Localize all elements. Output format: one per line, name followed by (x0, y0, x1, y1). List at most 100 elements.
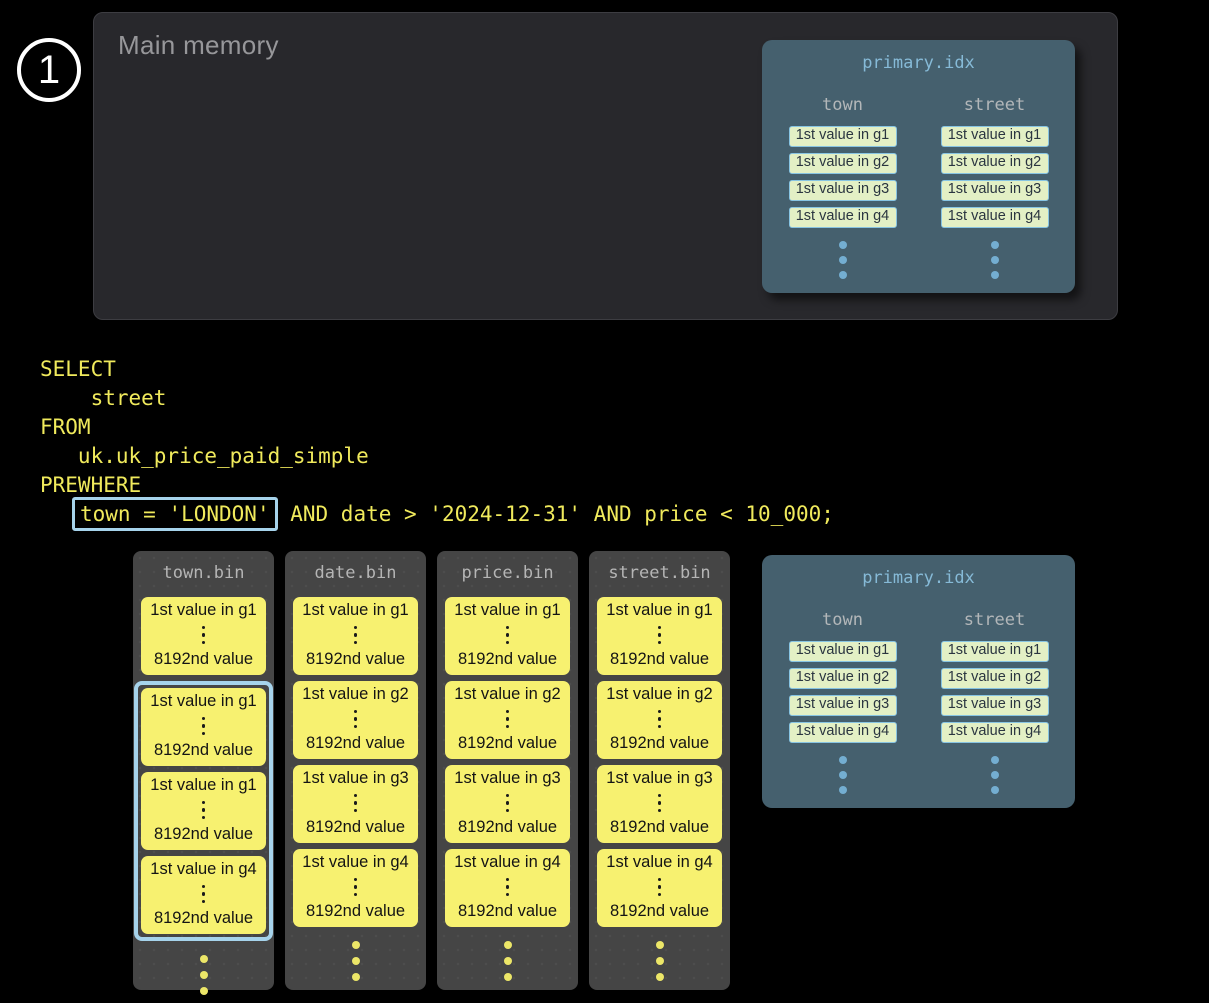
vertical-ellipsis-icon (657, 877, 662, 897)
vertical-ellipsis-icon (505, 709, 510, 729)
vertical-ellipsis-icon (353, 709, 358, 729)
vertical-ellipsis-icon (990, 756, 999, 794)
granule-block: 1st value in g2 8192nd value (445, 681, 570, 759)
bin-column-date: date.bin 1st value in g1 8192nd value 1s… (285, 551, 426, 990)
granule-first-value: 1st value in g1 (150, 692, 257, 710)
sql-query: SELECT street FROM uk.uk_price_paid_simp… (40, 354, 834, 531)
bin-file-title: price.bin (461, 563, 554, 583)
granule-first-value: 1st value in g4 (150, 860, 257, 878)
idx-column-header: town (822, 95, 863, 115)
vertical-ellipsis-icon (838, 241, 847, 279)
granule-first-value: 1st value in g3 (606, 769, 713, 787)
vertical-ellipsis-icon (201, 884, 206, 904)
primary-idx-columns: town 1st value in g1 1st value in g2 1st… (762, 610, 1075, 794)
vertical-ellipsis-icon (505, 793, 510, 813)
granule-last-value: 8192nd value (153, 825, 254, 843)
sql-line-predicates: town = 'LONDON' AND date > '2024-12-31' … (40, 496, 834, 531)
idx-cell: 1st value in g1 (940, 641, 1049, 662)
granule-block: 1st value in g3 8192nd value (293, 765, 418, 843)
vertical-ellipsis-icon (133, 955, 274, 995)
idx-column-street: street 1st value in g1 1st value in g2 1… (940, 95, 1049, 279)
bin-file-title: town.bin (162, 563, 245, 583)
granule-first-value: 1st value in g2 (606, 685, 713, 703)
idx-column-header: street (963, 95, 1026, 115)
granule-last-value: 8192nd value (305, 818, 406, 836)
granule-first-value: 1st value in g3 (454, 769, 561, 787)
step-1-badge: 1 (17, 38, 81, 102)
granule-first-value: 1st value in g1 (454, 601, 561, 619)
idx-cell: 1st value in g2 (940, 153, 1049, 174)
granule-last-value: 8192nd value (305, 650, 406, 668)
sql-predicates-rest: AND date > '2024-12-31' AND price < 10_0… (277, 501, 834, 526)
selected-granules-outline: 1st value in g1 8192nd value 1st value i… (134, 681, 273, 941)
idx-cell: 1st value in g4 (788, 207, 897, 228)
granule-block: 1st value in g2 8192nd value (597, 681, 722, 759)
idx-column-town: town 1st value in g1 1st value in g2 1st… (788, 610, 897, 794)
granule-last-value: 8192nd value (305, 902, 406, 920)
vertical-ellipsis-icon (353, 877, 358, 897)
bin-file-title: street.bin (608, 563, 711, 583)
granule-block: 1st value in g1 8192nd value (597, 597, 722, 675)
idx-cell: 1st value in g3 (788, 695, 897, 716)
granule-block: 1st value in g4 8192nd value (445, 849, 570, 927)
granule-block: 1st value in g1 8192nd value (293, 597, 418, 675)
granule-last-value: 8192nd value (457, 818, 558, 836)
idx-cell: 1st value in g3 (788, 180, 897, 201)
granule-first-value: 1st value in g2 (454, 685, 561, 703)
primary-idx-title: primary.idx (862, 568, 975, 588)
idx-cell: 1st value in g1 (788, 641, 897, 662)
idx-column-header: town (822, 610, 863, 630)
main-memory-title: Main memory (118, 30, 279, 60)
granule-first-value: 1st value in g1 (302, 601, 409, 619)
granule-last-value: 8192nd value (609, 650, 710, 668)
vertical-ellipsis-icon (201, 800, 206, 820)
idx-cell: 1st value in g4 (940, 722, 1049, 743)
granule-blocks: 1st value in g1 8192nd value 1st value i… (597, 597, 722, 933)
vertical-ellipsis-icon (657, 625, 662, 645)
granule-block: 1st value in g3 8192nd value (445, 765, 570, 843)
idx-cell: 1st value in g1 (788, 126, 897, 147)
granule-block: 1st value in g4 8192nd value (293, 849, 418, 927)
idx-cell: 1st value in g3 (940, 695, 1049, 716)
idx-cell: 1st value in g2 (788, 668, 897, 689)
granule-last-value: 8192nd value (153, 650, 254, 668)
idx-cell: 1st value in g2 (788, 153, 897, 174)
vertical-ellipsis-icon (990, 241, 999, 279)
idx-cell: 1st value in g4 (940, 207, 1049, 228)
granule-block: 1st value in g4 8192nd value (141, 856, 266, 934)
vertical-ellipsis-icon (353, 625, 358, 645)
sql-line-from: FROM (40, 414, 91, 439)
primary-idx-panel-top: primary.idx town 1st value in g1 1st val… (762, 40, 1075, 293)
granule-last-value: 8192nd value (153, 741, 254, 759)
granule-first-value: 1st value in g4 (606, 853, 713, 871)
bin-column-price: price.bin 1st value in g1 8192nd value 1… (437, 551, 578, 990)
primary-idx-title: primary.idx (862, 53, 975, 73)
granule-blocks: 1st value in g1 8192nd value 1st value i… (134, 597, 273, 947)
granule-first-value: 1st value in g4 (454, 853, 561, 871)
vertical-ellipsis-icon (505, 877, 510, 897)
granule-last-value: 8192nd value (457, 734, 558, 752)
primary-idx-panel-bottom: primary.idx town 1st value in g1 1st val… (762, 555, 1075, 808)
idx-column-town: town 1st value in g1 1st value in g2 1st… (788, 95, 897, 279)
granule-last-value: 8192nd value (609, 902, 710, 920)
idx-cell: 1st value in g4 (788, 722, 897, 743)
sql-line-table: uk.uk_price_paid_simple (40, 443, 369, 468)
sql-line-select: SELECT (40, 356, 116, 381)
vertical-ellipsis-icon (353, 793, 358, 813)
granule-last-value: 8192nd value (457, 650, 558, 668)
sql-line-select-column: street (40, 385, 167, 410)
vertical-ellipsis-icon (657, 793, 662, 813)
granule-block: 1st value in g1 8192nd value (445, 597, 570, 675)
sql-line-prewhere: PREWHERE (40, 472, 142, 497)
granule-last-value: 8192nd value (609, 818, 710, 836)
granule-last-value: 8192nd value (609, 734, 710, 752)
granule-first-value: 1st value in g2 (302, 685, 409, 703)
granule-block: 1st value in g2 8192nd value (293, 681, 418, 759)
vertical-ellipsis-icon (589, 941, 730, 981)
vertical-ellipsis-icon (201, 625, 206, 645)
granule-block: 1st value in g3 8192nd value (597, 765, 722, 843)
vertical-ellipsis-icon (285, 941, 426, 981)
idx-cell: 1st value in g1 (940, 126, 1049, 147)
bin-file-title: date.bin (314, 563, 397, 583)
